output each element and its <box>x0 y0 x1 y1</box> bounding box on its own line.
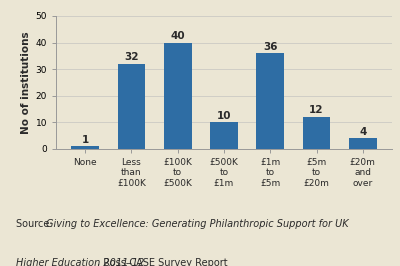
Bar <box>349 138 377 149</box>
Bar <box>303 117 330 149</box>
Text: 36: 36 <box>263 41 278 52</box>
Text: 1: 1 <box>82 135 89 145</box>
Bar <box>164 43 192 149</box>
Bar <box>118 64 145 149</box>
Text: 40: 40 <box>170 31 185 41</box>
Bar <box>256 53 284 149</box>
Bar <box>71 146 99 149</box>
Bar <box>210 122 238 149</box>
Text: 12: 12 <box>309 105 324 115</box>
Text: Higher Education 2011-12: Higher Education 2011-12 <box>16 258 144 266</box>
Text: , Ross-CASE Survey Report: , Ross-CASE Survey Report <box>97 258 228 266</box>
Y-axis label: No of institutions: No of institutions <box>21 31 31 134</box>
Text: 4: 4 <box>359 127 366 137</box>
Text: 32: 32 <box>124 52 139 62</box>
Text: 10: 10 <box>217 111 231 121</box>
Text: Giving to Excellence: Generating Philanthropic Support for UK: Giving to Excellence: Generating Philant… <box>46 219 349 230</box>
Text: Source:: Source: <box>16 219 56 230</box>
